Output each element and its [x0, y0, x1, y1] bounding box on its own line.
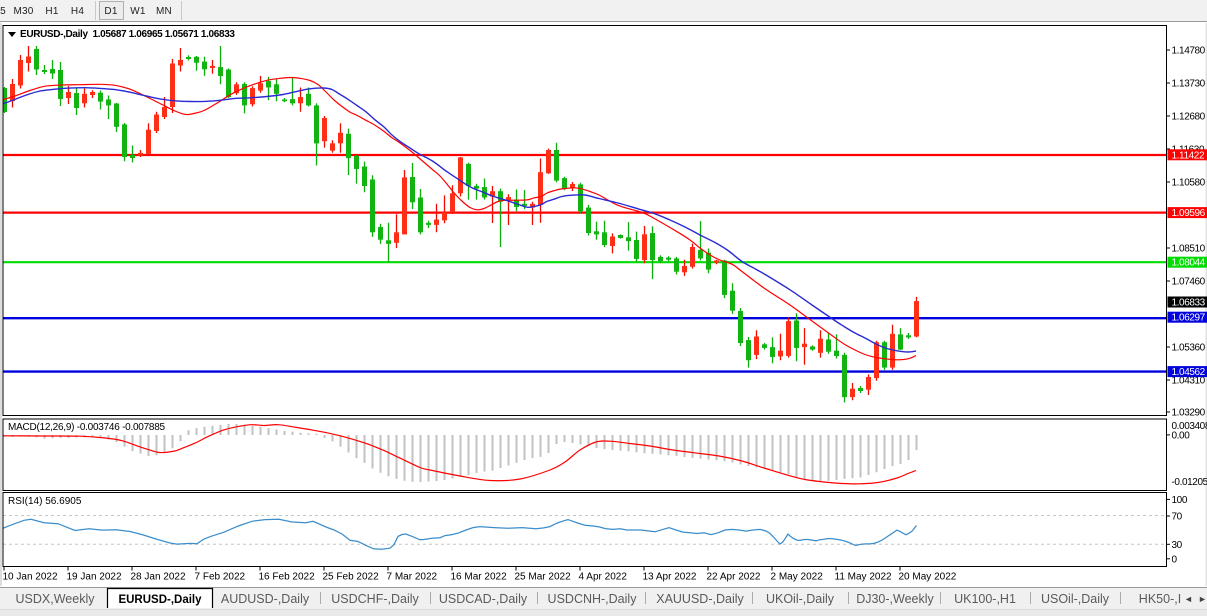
svg-text:1.13730: 1.13730 [1172, 79, 1206, 90]
svg-text:19 Jan 2022: 19 Jan 2022 [67, 572, 122, 583]
svg-text:1.06297: 1.06297 [1172, 313, 1206, 324]
svg-text:5: 5 [0, 6, 6, 17]
svg-text:25 Feb 2022: 25 Feb 2022 [323, 572, 380, 583]
svg-text:D1: D1 [104, 6, 117, 17]
svg-text:16 Mar 2022: 16 Mar 2022 [451, 572, 508, 583]
svg-text:RSI(14) 56.6905: RSI(14) 56.6905 [8, 496, 82, 507]
svg-text:DJ30-,Weekly: DJ30-,Weekly [856, 592, 934, 606]
svg-text:1.08044: 1.08044 [1172, 258, 1206, 269]
svg-text:W1: W1 [130, 6, 146, 17]
svg-text:10 Jan 2022: 10 Jan 2022 [3, 572, 58, 583]
svg-text:1.08510: 1.08510 [1172, 244, 1206, 255]
svg-text:22 Apr 2022: 22 Apr 2022 [707, 572, 761, 583]
svg-text:2 May 2022: 2 May 2022 [771, 572, 824, 583]
svg-text:100: 100 [1172, 495, 1188, 506]
svg-text:EURUSD-,Daily 1.05687 1.06965: EURUSD-,Daily 1.05687 1.06965 1.05671 1.… [20, 29, 235, 40]
svg-text:0.003408: 0.003408 [1172, 421, 1207, 432]
svg-text:USDX,Weekly: USDX,Weekly [16, 592, 96, 606]
svg-text:30: 30 [1172, 540, 1183, 551]
svg-text:28 Jan 2022: 28 Jan 2022 [131, 572, 186, 583]
svg-text:1.12680: 1.12680 [1172, 112, 1206, 123]
svg-text:◄: ◄ [1184, 594, 1193, 604]
svg-text:USDCHF-,Daily: USDCHF-,Daily [331, 592, 419, 606]
svg-text:0: 0 [1172, 554, 1178, 565]
svg-text:H1: H1 [45, 6, 58, 17]
svg-text:11 May 2022: 11 May 2022 [835, 572, 893, 583]
svg-text:MN: MN [156, 6, 172, 17]
svg-text:0.00: 0.00 [1172, 430, 1191, 441]
svg-text:USOil-,Daily: USOil-,Daily [1041, 592, 1110, 606]
svg-text:25 Mar 2022: 25 Mar 2022 [515, 572, 572, 583]
svg-text:UKOil-,Daily: UKOil-,Daily [766, 592, 835, 606]
svg-text:1.14780: 1.14780 [1172, 46, 1206, 57]
svg-text:1.04562: 1.04562 [1172, 367, 1206, 378]
svg-text:1.06833: 1.06833 [1172, 298, 1206, 309]
svg-text:4 Apr 2022: 4 Apr 2022 [579, 572, 628, 583]
svg-text:USDCAD-,Daily: USDCAD-,Daily [439, 592, 528, 606]
svg-text:16 Feb 2022: 16 Feb 2022 [259, 572, 316, 583]
svg-text:MACD(12,26,9) -0.003746 -0.007: MACD(12,26,9) -0.003746 -0.007885 [8, 422, 166, 433]
svg-text:EURUSD-,Daily: EURUSD-,Daily [118, 594, 202, 606]
svg-text:-0.012058: -0.012058 [1172, 477, 1207, 488]
svg-text:USDCNH-,Daily: USDCNH-,Daily [548, 592, 638, 606]
svg-text:7 Feb 2022: 7 Feb 2022 [195, 572, 246, 583]
svg-text:UK100-,H1: UK100-,H1 [954, 592, 1016, 606]
svg-text:1.04310: 1.04310 [1172, 376, 1206, 387]
svg-text:1.03290: 1.03290 [1172, 408, 1206, 419]
svg-text:XAUUSD-,Daily: XAUUSD-,Daily [656, 592, 744, 606]
svg-text:HK50-,I: HK50-,I [1139, 592, 1181, 606]
svg-text:1.07460: 1.07460 [1172, 277, 1206, 288]
svg-text:►: ► [1198, 594, 1207, 604]
svg-text:13 Apr 2022: 13 Apr 2022 [643, 572, 697, 583]
svg-text:M30: M30 [13, 6, 33, 17]
svg-text:AUDUSD-,Daily: AUDUSD-,Daily [221, 592, 310, 606]
svg-text:H4: H4 [71, 6, 84, 17]
svg-text:1.11422: 1.11422 [1172, 150, 1205, 161]
svg-text:70: 70 [1172, 512, 1183, 523]
svg-text:1.05360: 1.05360 [1172, 343, 1206, 354]
svg-text:1.09596: 1.09596 [1172, 208, 1206, 219]
svg-text:1.10580: 1.10580 [1172, 178, 1206, 189]
svg-text:7 Mar 2022: 7 Mar 2022 [387, 572, 438, 583]
svg-text:20 May 2022: 20 May 2022 [899, 572, 957, 583]
